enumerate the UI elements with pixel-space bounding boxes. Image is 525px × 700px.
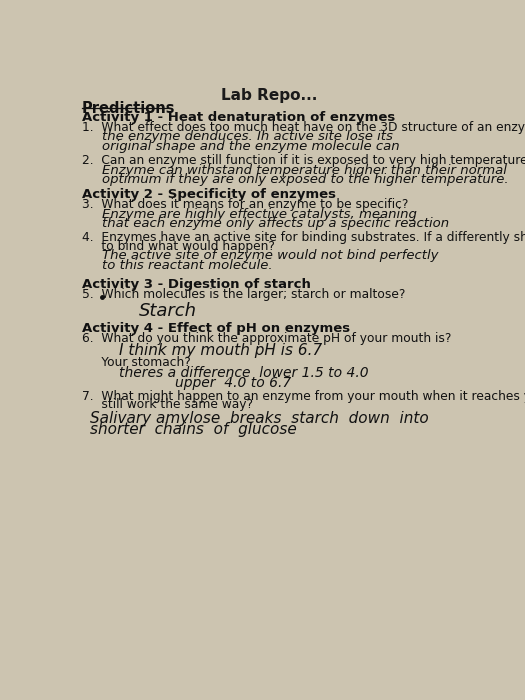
Text: upper  4.0 to 6.7: upper 4.0 to 6.7 <box>175 376 292 390</box>
Text: Salivary amylose  breaks  starch  down  into: Salivary amylose breaks starch down into <box>90 411 429 426</box>
Text: 4.  Enzymes have an active site for binding substrates. If a differently shaped : 4. Enzymes have an active site for bindi… <box>82 231 525 244</box>
Text: I think my mouth pH is 6.7: I think my mouth pH is 6.7 <box>119 343 322 358</box>
Text: Enzyme can withstand temperature higher than their normal: Enzyme can withstand temperature higher … <box>102 164 507 177</box>
Text: Predictions: Predictions <box>82 102 175 116</box>
Text: still work the same way?: still work the same way? <box>82 398 253 411</box>
Text: the enzyme denduces. Ih active site lose its: the enzyme denduces. Ih active site lose… <box>102 130 393 143</box>
Text: that each enzyme only affects up a specific reaction: that each enzyme only affects up a speci… <box>102 217 449 230</box>
Text: optimum if they are only exposed to the higher temperature.: optimum if they are only exposed to the … <box>102 174 509 186</box>
Text: Your stomach?: Your stomach? <box>82 356 191 369</box>
Text: Activity 3 - Digestion of starch: Activity 3 - Digestion of starch <box>82 277 311 290</box>
Text: shorter  chains  of  glucose: shorter chains of glucose <box>90 422 297 437</box>
Text: to this reactant molecule.: to this reactant molecule. <box>102 258 273 272</box>
Text: 2.  Can an enzyme still function if it is exposed to very high temperatures? Why: 2. Can an enzyme still function if it is… <box>82 154 525 167</box>
Text: 1.  What effect does too much heat have on the 3D structure of an enzyme?: 1. What effect does too much heat have o… <box>82 120 525 134</box>
Text: theres a difference  lower 1.5 to 4.0: theres a difference lower 1.5 to 4.0 <box>119 366 368 380</box>
Text: to bind what would happen?: to bind what would happen? <box>82 240 275 253</box>
Text: Starch: Starch <box>139 302 197 320</box>
Text: 6.  What do you think the approximate pH of your mouth is?: 6. What do you think the approximate pH … <box>82 332 452 345</box>
Text: 3.  What does it means for an enzyme to be specific?: 3. What does it means for an enzyme to b… <box>82 197 408 211</box>
Text: Activity 1 - Heat denaturation of enzymes: Activity 1 - Heat denaturation of enzyme… <box>82 111 395 124</box>
Text: 5.  Which molecules is the larger; starch or maltose?: 5. Which molecules is the larger; starch… <box>82 288 405 301</box>
Text: The active site of enzyme would not bind perfectly: The active site of enzyme would not bind… <box>102 249 439 262</box>
Text: Lab Repo...: Lab Repo... <box>221 88 317 103</box>
Text: Activity 2 - Specificity of enzymes: Activity 2 - Specificity of enzymes <box>82 188 336 201</box>
Text: Activity 4 - Effect of pH on enzymes: Activity 4 - Effect of pH on enzymes <box>82 322 350 335</box>
Text: original shape and the enzyme molecule can: original shape and the enzyme molecule c… <box>102 139 400 153</box>
Text: Enzyme are highly effective catalysts, meaning: Enzyme are highly effective catalysts, m… <box>102 208 417 221</box>
Text: 7.  What might happen to an enzyme from your mouth when it reaches your stomach?: 7. What might happen to an enzyme from y… <box>82 390 525 402</box>
